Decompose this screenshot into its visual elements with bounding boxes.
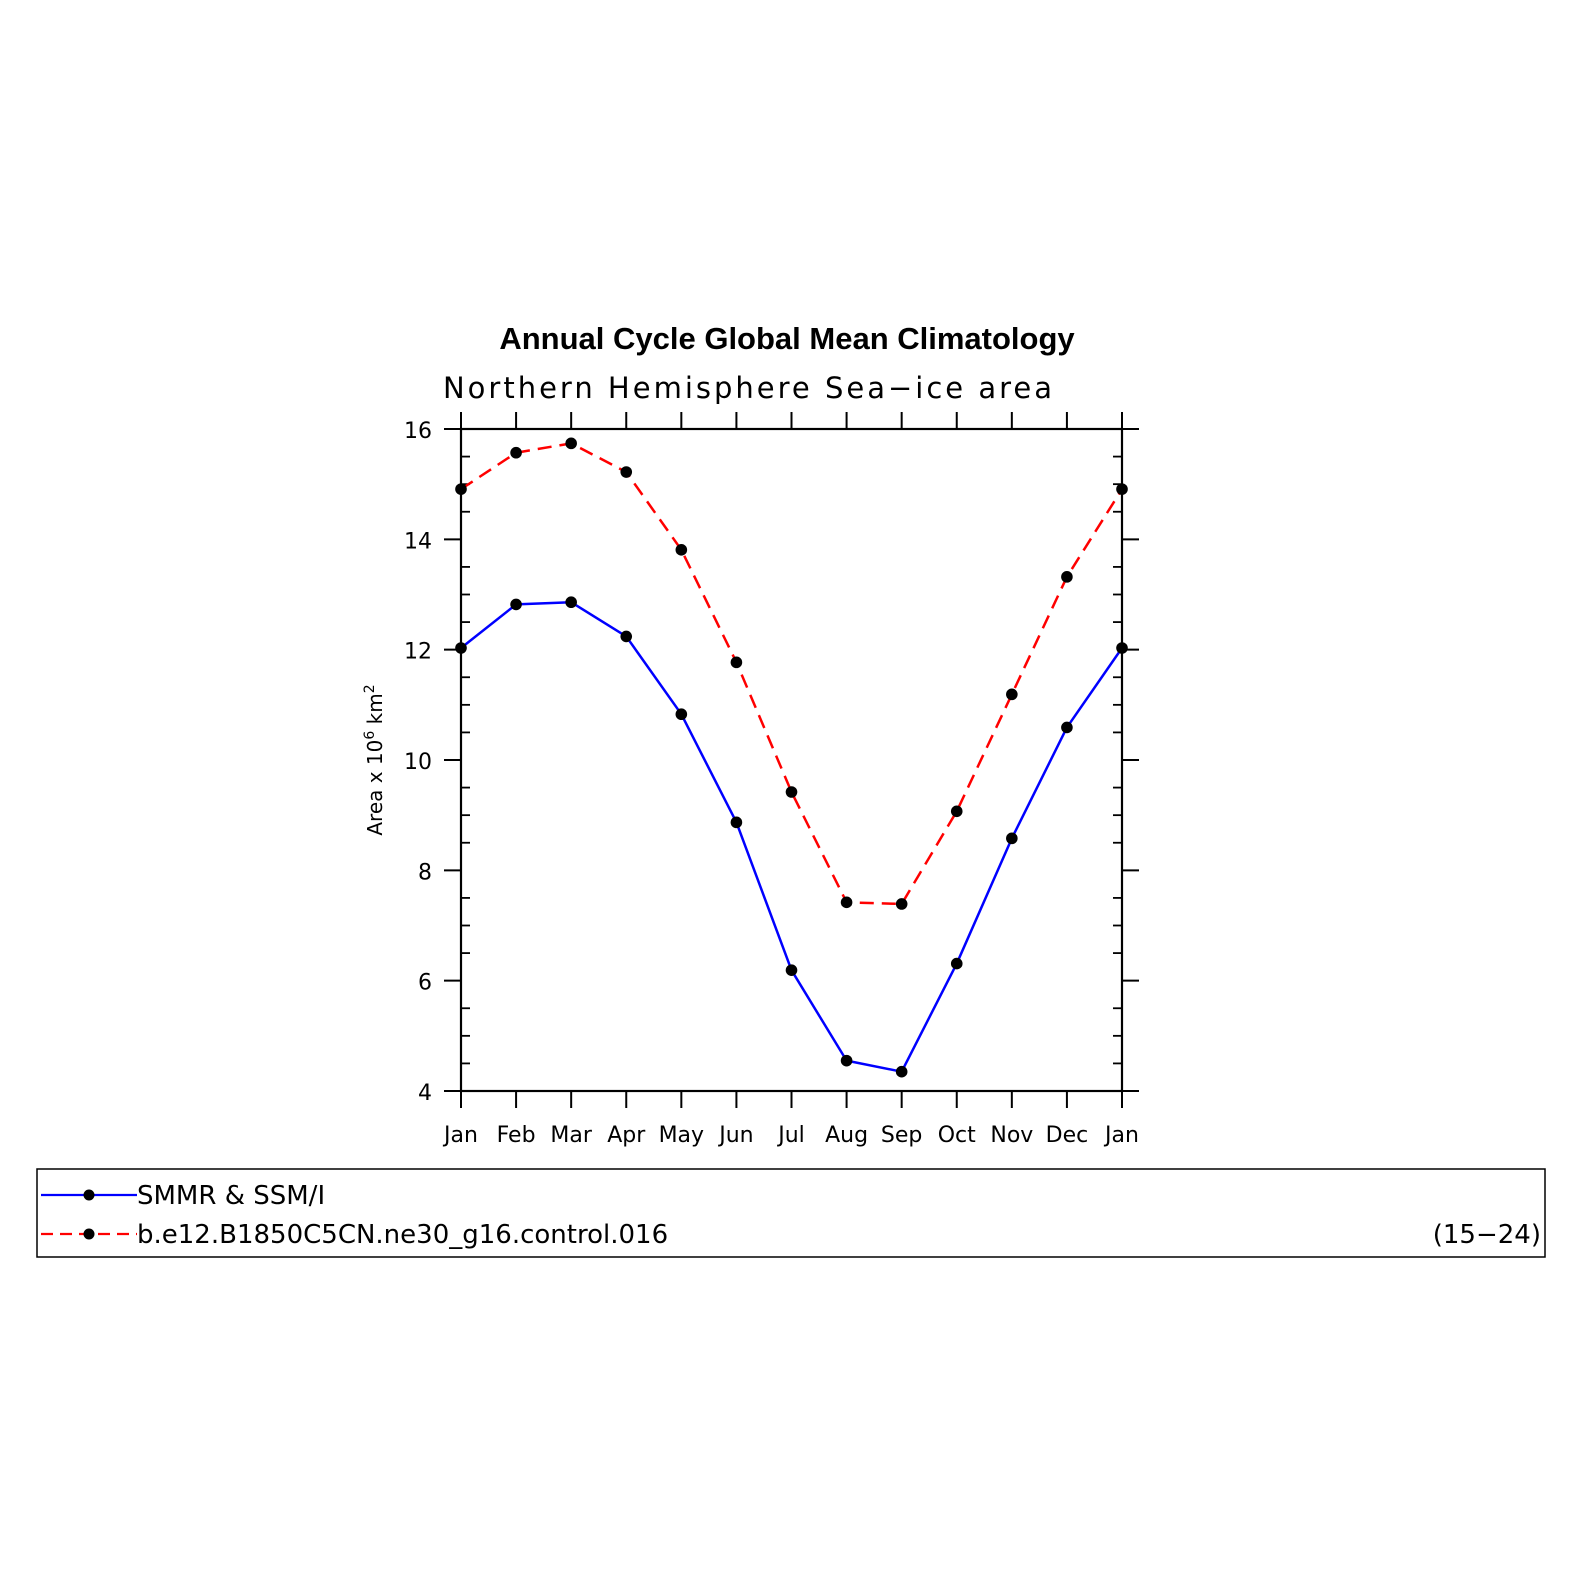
data-point-1	[565, 437, 577, 450]
x-tick-label: Sep	[881, 1123, 922, 1148]
y-axis-label-unit: km	[363, 693, 387, 730]
legend-marker-model	[83, 1228, 95, 1240]
data-point-0	[455, 642, 467, 654]
data-point-1	[730, 656, 743, 669]
y-axis-label: Area x 106 km2	[362, 684, 387, 835]
data-point-0	[675, 708, 688, 721]
y-tick-label: 4	[418, 1081, 432, 1106]
legend: SMMR & SSM/I b.e12.B1850C5CN.ne30_g16.co…	[36, 1168, 1546, 1258]
y-tick-label: 12	[404, 640, 432, 665]
y-axis-label-unit-exponent: 2	[362, 684, 378, 693]
plot-axes: Jan Feb Mar Apr May Jun Jul Aug Sep Oct Nov Dec Jan 4…	[404, 412, 1139, 1148]
series-line-0	[460, 600, 1124, 1073]
legend-note: (15−24)	[1433, 1220, 1541, 1250]
x-tick-label: Oct	[938, 1123, 976, 1148]
data-point-1	[620, 466, 633, 478]
legend-box	[36, 1168, 1546, 1258]
data-point-0	[1061, 721, 1073, 734]
data-point-1	[840, 896, 853, 909]
data-point-0	[565, 596, 577, 609]
x-tick-label: Jan	[1103, 1123, 1139, 1148]
data-point-1	[1061, 571, 1073, 583]
data-point-1	[1006, 688, 1018, 701]
x-tick-label: May	[659, 1123, 704, 1148]
x-tick-label: Jul	[776, 1123, 805, 1148]
data-point-1	[675, 544, 688, 556]
data-point-0	[895, 1065, 908, 1078]
x-tick-label: Jun	[717, 1123, 753, 1148]
x-tick-label: Feb	[497, 1123, 536, 1148]
data-point-0	[785, 964, 798, 976]
data-point-0	[840, 1054, 853, 1067]
data-point-0	[950, 957, 963, 970]
data-point-1	[1116, 483, 1128, 495]
legend-label-smmr: SMMR & SSM/I	[137, 1181, 325, 1211]
data-point-0	[1006, 832, 1018, 845]
data-point-0	[730, 816, 743, 829]
x-tick-label: Apr	[607, 1123, 646, 1148]
series-line-1	[460, 442, 1124, 906]
data-point-0	[510, 598, 522, 611]
x-tick-label: Jan	[442, 1123, 478, 1148]
legend-label-model: b.e12.B1850C5CN.ne30_g16.control.016	[137, 1220, 668, 1250]
x-tick-label: Dec	[1046, 1123, 1089, 1148]
x-tick-label: Nov	[990, 1123, 1033, 1148]
y-tick-label: 14	[404, 529, 432, 554]
y-axis-label-exponent: 6	[362, 731, 378, 740]
y-tick-label: 10	[404, 750, 432, 775]
data-point-0	[1116, 642, 1128, 654]
data-point-0	[620, 630, 633, 643]
data-point-1	[950, 805, 963, 818]
y-tick-label: 16	[404, 419, 432, 444]
y-tick-label: 6	[418, 971, 432, 996]
data-point-1	[455, 483, 467, 495]
chart-subtitle: Northern Hemisphere Sea−ice area	[443, 371, 1055, 405]
legend-marker-smmr	[83, 1189, 95, 1201]
data-point-1	[895, 898, 908, 910]
data-point-1	[785, 786, 798, 798]
chart-title: Annual Cycle Global Mean Climatology	[499, 321, 1075, 356]
plot-frame	[459, 427, 1124, 1093]
x-tick-label: Mar	[550, 1123, 592, 1148]
y-axis-label-base: Area x 10	[363, 740, 387, 836]
x-tick-label: Aug	[825, 1123, 868, 1148]
y-tick-label: 8	[418, 860, 432, 885]
data-point-1	[510, 446, 522, 459]
plot-series	[455, 437, 1128, 1078]
